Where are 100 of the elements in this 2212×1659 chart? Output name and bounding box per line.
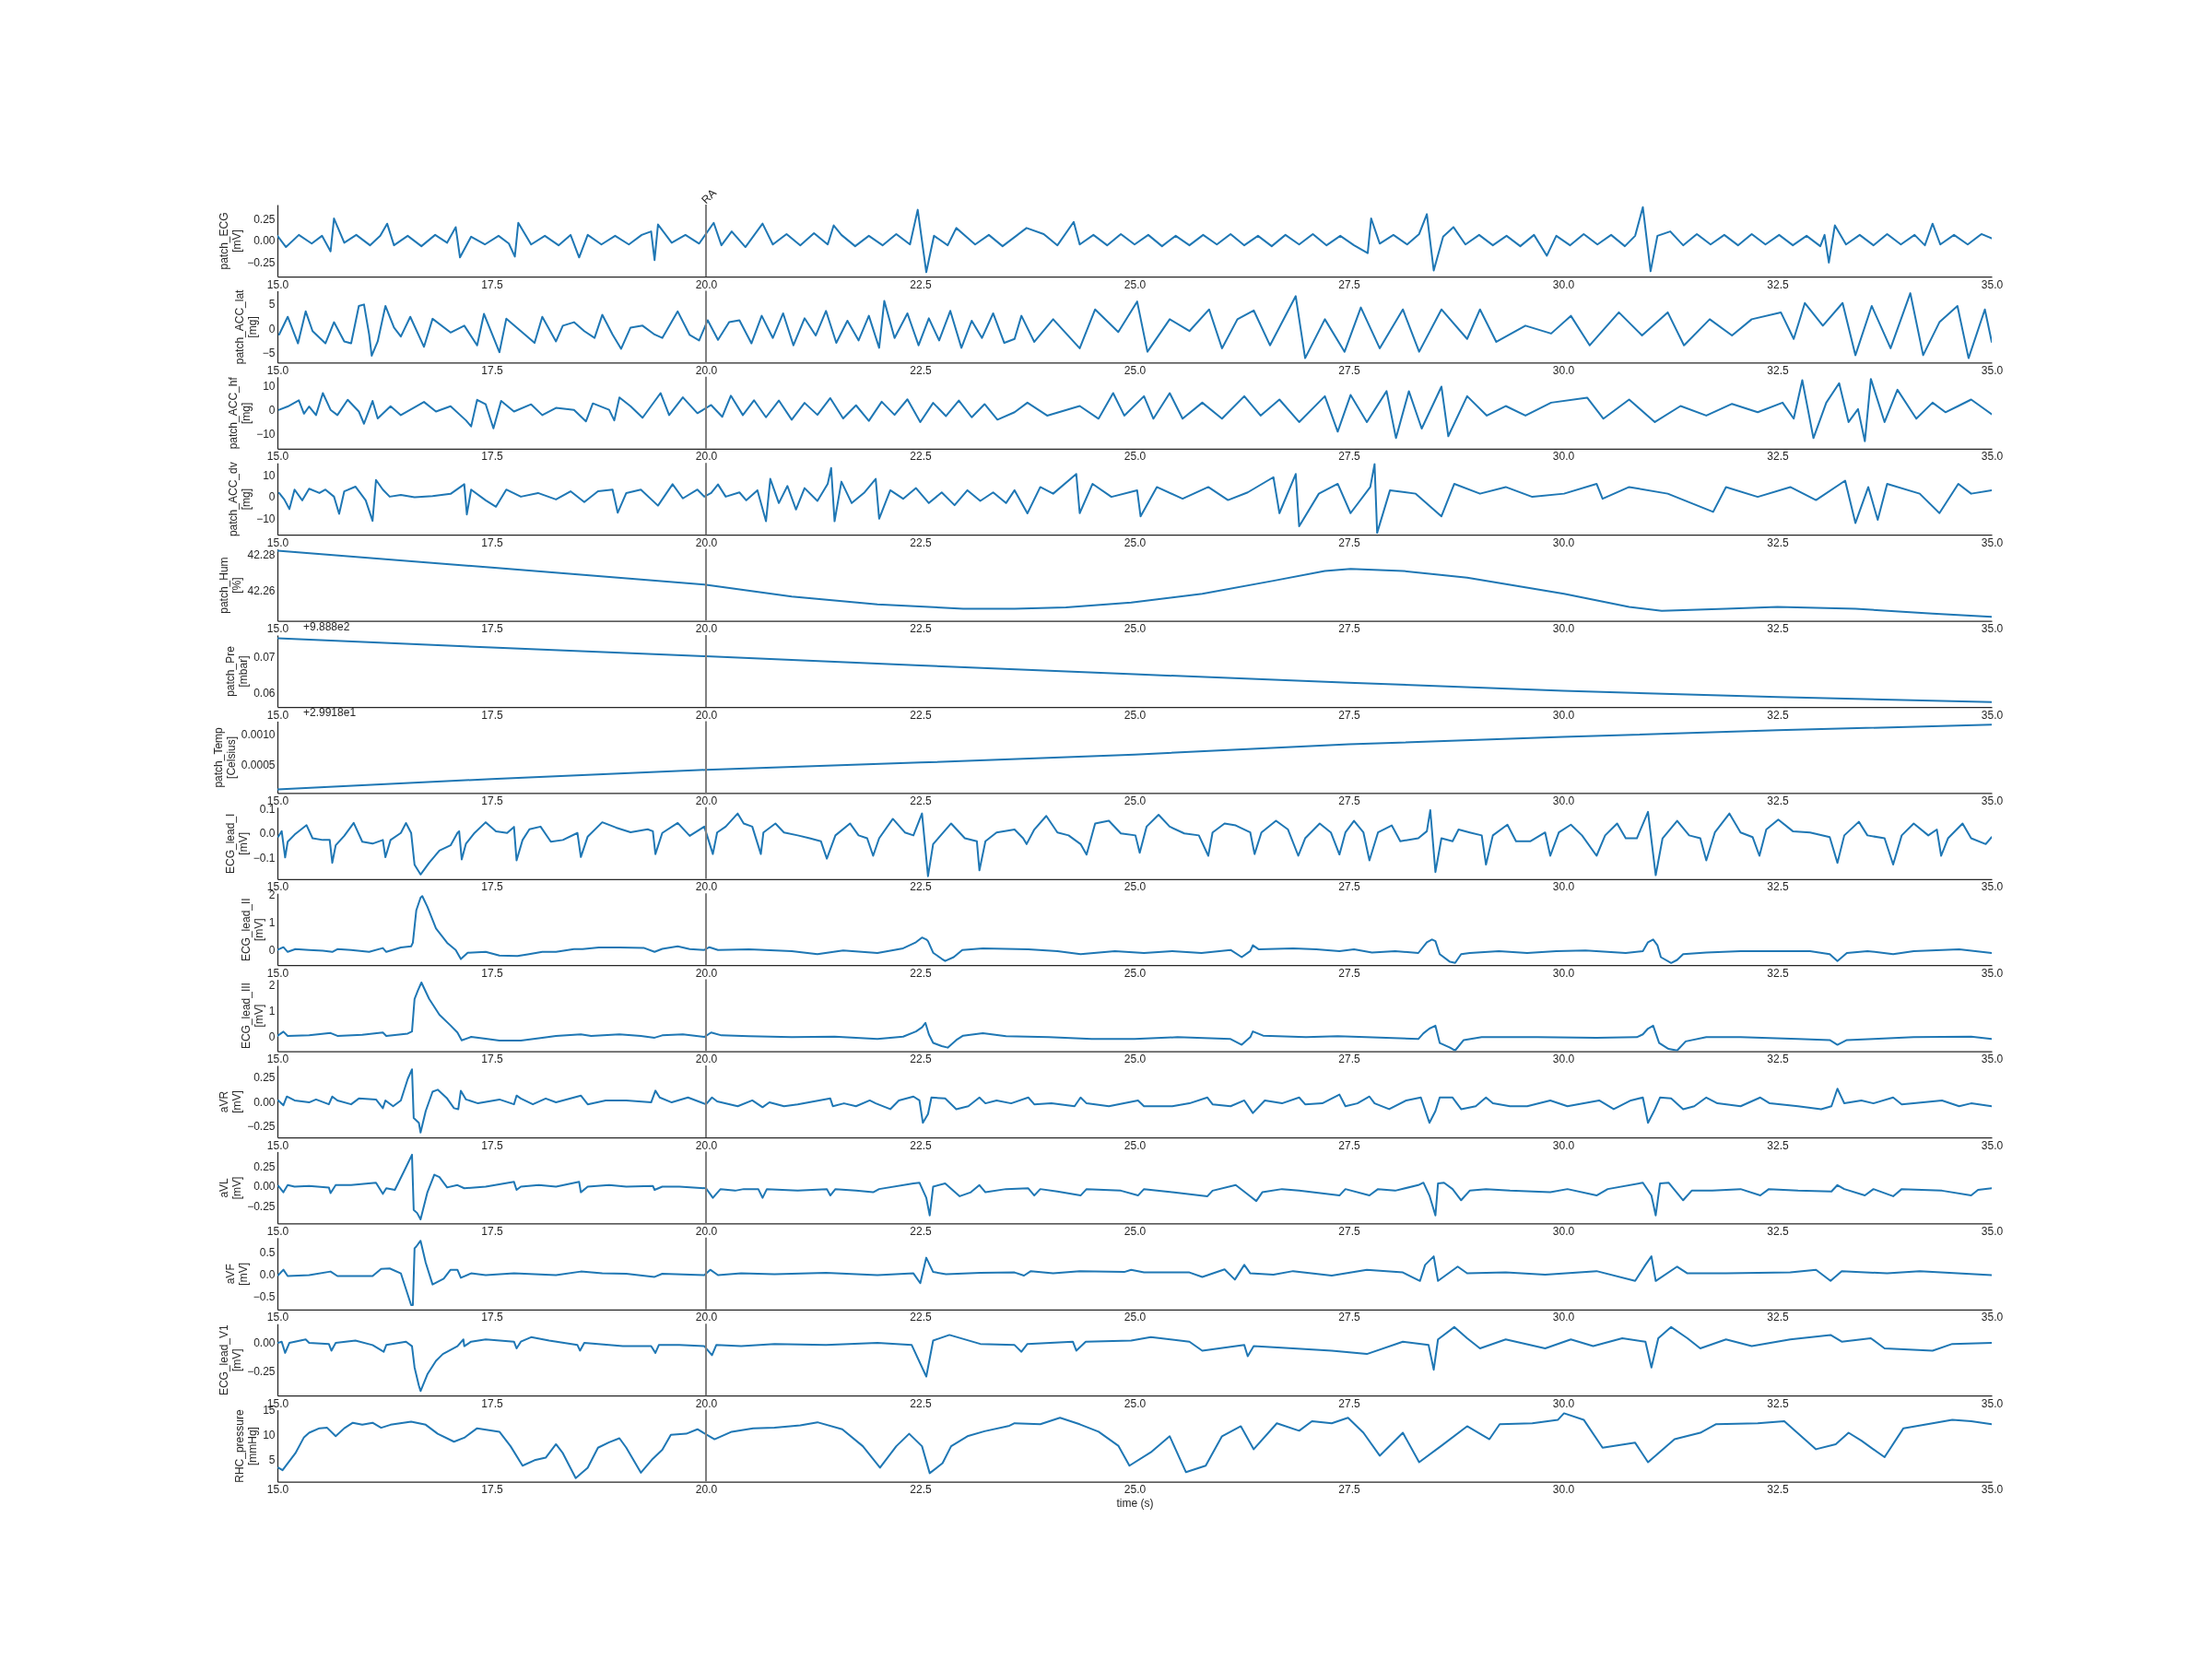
y-tick-label: −5 xyxy=(262,347,276,360)
y-axis-title: RHC_pressure [mmHg] xyxy=(233,1409,260,1483)
x-tick-label: 30.0 xyxy=(1552,277,1575,291)
x-tick-label: 20.0 xyxy=(695,363,718,377)
x-tick-label: 32.5 xyxy=(1767,363,1789,377)
x-tick-label: 27.5 xyxy=(1338,1053,1360,1066)
x-tick-label: 17.5 xyxy=(481,277,503,291)
x-tick-label: 20.0 xyxy=(695,966,718,980)
y-axis-title: patch_ACC_dv [mg] xyxy=(227,462,253,537)
x-tick-label: 30.0 xyxy=(1552,966,1575,980)
y-tick-label: 0 xyxy=(268,944,276,958)
x-tick-label: 20.0 xyxy=(695,708,718,722)
x-tick-label: 25.0 xyxy=(1124,277,1147,291)
y-axis-title: patch_ECG [mV] xyxy=(218,212,244,270)
y-axis-title: patch_Hum [%] xyxy=(218,557,244,614)
y-tick-label: 0.00 xyxy=(253,234,276,248)
x-tick-label: 17.5 xyxy=(481,1483,503,1497)
x-tick-label: 22.5 xyxy=(910,880,932,894)
x-tick-label: 27.5 xyxy=(1338,1396,1360,1410)
x-tick-label: 17.5 xyxy=(481,880,503,894)
x-tick-label: 27.5 xyxy=(1338,880,1360,894)
x-tick-label: 20.0 xyxy=(695,1053,718,1066)
x-tick-label: 17.5 xyxy=(481,1138,503,1152)
x-tick-label: 20.0 xyxy=(695,1138,718,1152)
x-tick-label: 15.0 xyxy=(266,1053,289,1066)
x-tick-label: 22.5 xyxy=(910,794,932,807)
y-tick-label: 0.0005 xyxy=(241,759,276,772)
x-tick-label: 25.0 xyxy=(1124,794,1147,807)
x-tick-label: 32.5 xyxy=(1767,1224,1789,1238)
x-tick-label: 27.5 xyxy=(1338,450,1360,464)
x-tick-label: 30.0 xyxy=(1552,535,1575,549)
x-tick-label: 22.5 xyxy=(910,363,932,377)
x-tick-label: 35.0 xyxy=(1981,622,2004,636)
y-axis-title: ECG_lead_V1 [mV] xyxy=(218,1324,244,1396)
x-tick-label: 25.0 xyxy=(1124,535,1147,549)
x-tick-label: 25.0 xyxy=(1124,1483,1147,1497)
x-tick-label: 27.5 xyxy=(1338,1224,1360,1238)
x-tick-label: 32.5 xyxy=(1767,622,1789,636)
ref-line-label: RA xyxy=(699,186,719,206)
x-tick-label: 32.5 xyxy=(1767,880,1789,894)
x-tick-label: 15.0 xyxy=(266,1311,289,1324)
y-axis-title: aVF [mV] xyxy=(223,1262,250,1286)
x-tick-label: 25.0 xyxy=(1124,708,1147,722)
y-axis-title: aVL [mV] xyxy=(218,1176,244,1200)
x-tick-label: 22.5 xyxy=(910,1396,932,1410)
x-tick-label: 32.5 xyxy=(1767,1138,1789,1152)
x-tick-label: 15.0 xyxy=(266,277,289,291)
x-tick-label: 30.0 xyxy=(1552,794,1575,807)
y-tick-label: 0 xyxy=(268,1030,276,1044)
x-tick-label: 35.0 xyxy=(1981,1311,2004,1324)
y-tick-label: 5 xyxy=(268,297,276,311)
x-tick-label: 32.5 xyxy=(1767,966,1789,980)
x-tick-label: 32.5 xyxy=(1767,708,1789,722)
x-tick-label: 27.5 xyxy=(1338,1483,1360,1497)
x-tick-label: 22.5 xyxy=(910,450,932,464)
x-tick-label: 35.0 xyxy=(1981,363,2004,377)
y-tick-label: 0.0 xyxy=(259,827,276,841)
x-tick-label: 20.0 xyxy=(695,535,718,549)
x-tick-label: 30.0 xyxy=(1552,1396,1575,1410)
x-tick-label: 30.0 xyxy=(1552,1483,1575,1497)
x-tick-label: 27.5 xyxy=(1338,1311,1360,1324)
x-tick-label: 17.5 xyxy=(481,1311,503,1324)
x-tick-label: 22.5 xyxy=(910,708,932,722)
x-tick-label: 17.5 xyxy=(481,363,503,377)
x-tick-label: 30.0 xyxy=(1552,708,1575,722)
x-tick-label: 22.5 xyxy=(910,277,932,291)
annotation: +2.9918e1 xyxy=(303,706,357,720)
x-tick-label: 17.5 xyxy=(481,708,503,722)
x-tick-label: 22.5 xyxy=(910,1483,932,1497)
y-axis-title: ECG_lead_II [mV] xyxy=(239,898,265,962)
y-tick-label: 0.25 xyxy=(253,1159,276,1173)
x-tick-label: 15.0 xyxy=(266,450,289,464)
x-tick-label: 25.0 xyxy=(1124,363,1147,377)
x-tick-label: 17.5 xyxy=(481,1224,503,1238)
x-axis-title: time (s) xyxy=(1116,1497,1154,1511)
x-tick-label: 17.5 xyxy=(481,794,503,807)
x-tick-label: 22.5 xyxy=(910,1138,932,1152)
y-axis-title: patch_Temp [Celsius] xyxy=(211,726,238,788)
x-tick-label: 25.0 xyxy=(1124,966,1147,980)
x-tick-label: 22.5 xyxy=(910,1224,932,1238)
x-tick-label: 35.0 xyxy=(1981,1053,2004,1066)
x-tick-label: 20.0 xyxy=(695,1311,718,1324)
x-tick-label: 32.5 xyxy=(1767,535,1789,549)
x-tick-label: 27.5 xyxy=(1338,966,1360,980)
x-tick-label: 27.5 xyxy=(1338,363,1360,377)
x-tick-label: 32.5 xyxy=(1767,1311,1789,1324)
x-tick-label: 32.5 xyxy=(1767,450,1789,464)
y-axis-title: ECG_lead_I [mV] xyxy=(223,813,250,874)
x-tick-label: 15.0 xyxy=(266,363,289,377)
x-tick-label: 30.0 xyxy=(1552,622,1575,636)
x-tick-label: 17.5 xyxy=(481,1396,503,1410)
x-tick-label: 20.0 xyxy=(695,880,718,894)
x-tick-label: 25.0 xyxy=(1124,1396,1147,1410)
y-tick-label: 10 xyxy=(263,469,276,483)
x-tick-label: 20.0 xyxy=(695,277,718,291)
y-tick-label: −0.1 xyxy=(253,851,276,865)
x-tick-label: 15.0 xyxy=(266,622,289,636)
y-tick-label: −0.25 xyxy=(247,1199,276,1213)
x-tick-label: 35.0 xyxy=(1981,966,2004,980)
annotation: +9.888e2 xyxy=(303,620,350,633)
